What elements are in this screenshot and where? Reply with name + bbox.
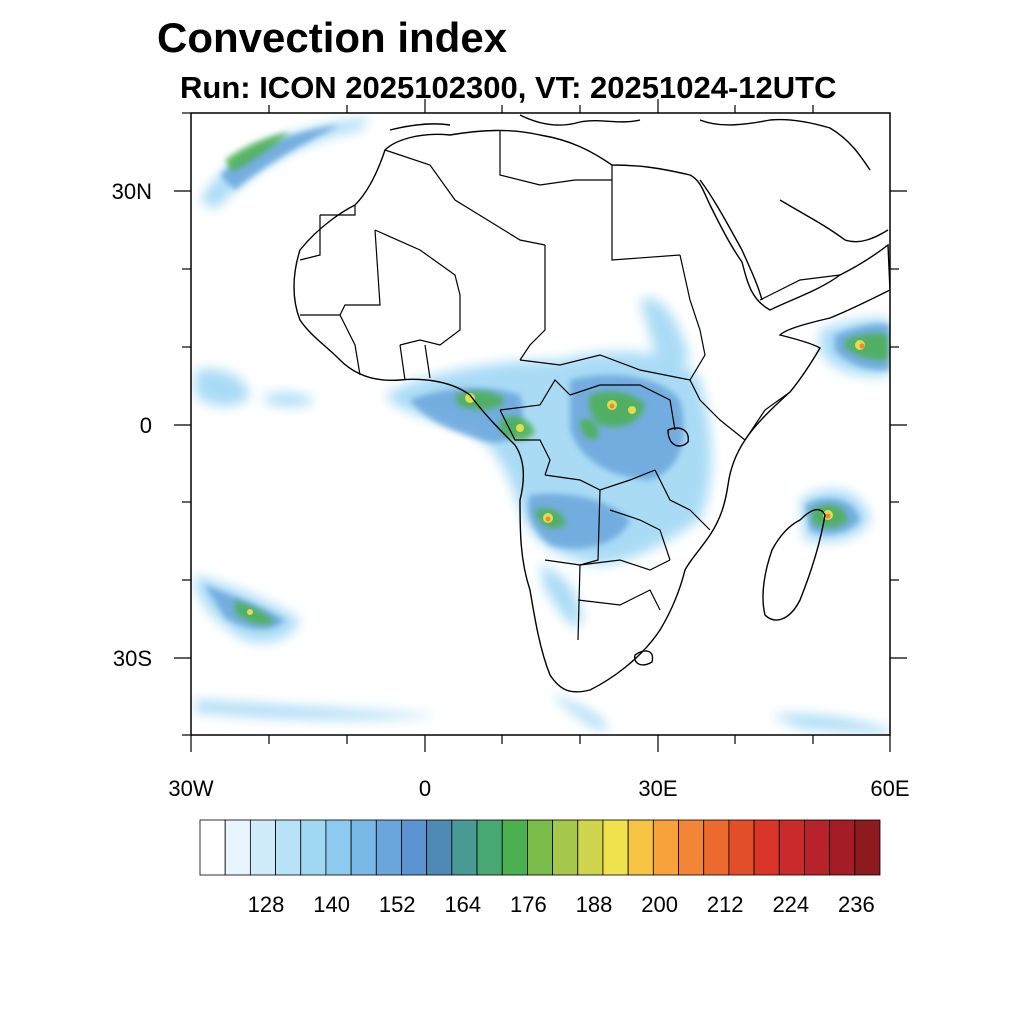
lon-label-60e: 60E: [870, 776, 909, 801]
convection-peak: [545, 343, 865, 522]
axis-ticks: [174, 99, 907, 752]
colorbar-swatch: [602, 819, 629, 876]
colorbar-swatch: [476, 819, 503, 876]
colorbar-label: 176: [510, 892, 547, 917]
map-title: Convection index: [157, 14, 508, 61]
colorbar-label: 224: [772, 892, 809, 917]
colorbar-swatch: [249, 819, 276, 876]
colorbar-label: 212: [707, 892, 744, 917]
colorbar-swatch: [829, 819, 856, 876]
colorbar-swatch: [728, 819, 755, 876]
colorbar-swatch: [401, 819, 428, 876]
colorbar-swatch: [325, 819, 352, 876]
colorbar-swatch: [300, 819, 327, 876]
country-borders: [299, 130, 841, 641]
colorbar-swatch: [778, 819, 805, 876]
colorbar-swatch: [552, 819, 579, 876]
convection-field: [195, 114, 890, 735]
colorbar-swatch: [426, 819, 453, 876]
colorbar-swatch: [804, 819, 831, 876]
colorbar-swatch: [652, 819, 679, 876]
colorbar-swatch: [275, 819, 302, 876]
colorbar-label: 140: [313, 892, 350, 917]
lon-label-30e: 30E: [638, 776, 677, 801]
colorbar-label: 128: [248, 892, 285, 917]
colorbar-swatch: [703, 819, 730, 876]
colorbar-labels: 128 140 152 164 176 188 200 212 224 236: [248, 892, 875, 917]
colorbar-swatch: [753, 819, 780, 876]
lat-label-30s: 30S: [113, 646, 152, 671]
colorbar-label: 236: [838, 892, 875, 917]
map-frame: [190, 112, 891, 736]
colorbar-swatch: [627, 819, 654, 876]
colorbar-label: 152: [379, 892, 416, 917]
colorbar-label: 200: [641, 892, 678, 917]
lon-label-0: 0: [419, 776, 431, 801]
colorbar-label: 188: [576, 892, 613, 917]
map-subtitle: Run: ICON 2025102300, VT: 20251024-12UTC: [180, 70, 837, 105]
colorbar-swatch: [350, 819, 377, 876]
colorbar-swatch: [451, 819, 478, 876]
colorbar-swatch: [224, 819, 251, 876]
colorbar-swatch: [577, 819, 604, 876]
lat-label-30n: 30N: [112, 179, 152, 204]
colorbar-swatch: [375, 819, 402, 876]
colorbar-label: 164: [444, 892, 481, 917]
colorbar-swatch: [678, 819, 705, 876]
colorbar-swatch: [527, 819, 553, 876]
lon-label-30w: 30W: [168, 776, 213, 801]
lat-label-0: 0: [140, 413, 152, 438]
colorbar-swatch: [854, 819, 881, 876]
colorbar: [199, 819, 881, 876]
colorbar-swatch: [501, 819, 528, 876]
colorbar-swatch: [199, 819, 226, 876]
